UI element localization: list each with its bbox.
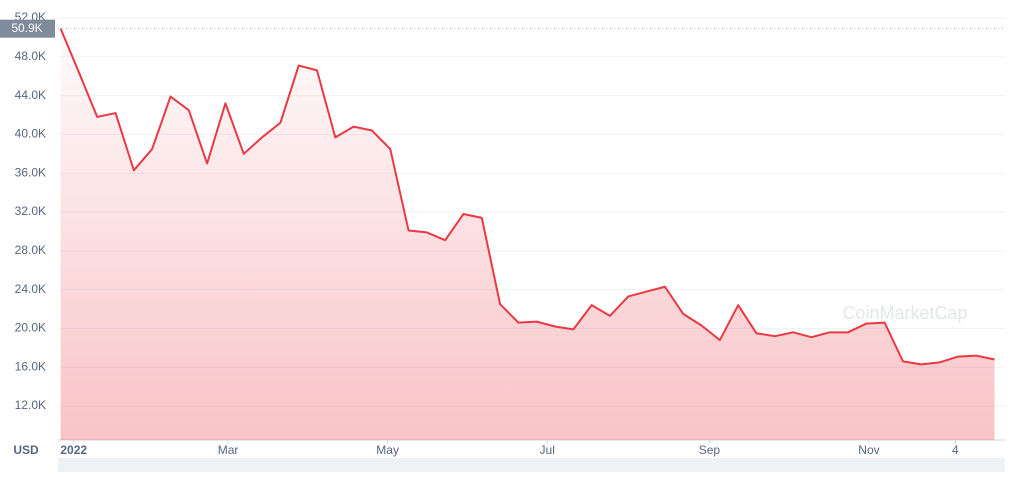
y-tick-label: 36.0K: [15, 165, 46, 179]
y-tick-label: 20.0K: [15, 321, 46, 335]
y-tick-label: 44.0K: [15, 88, 46, 102]
y-tick-label: 48.0K: [15, 49, 46, 63]
current-price-tag: [0, 19, 55, 38]
price-line: [59, 28, 995, 366]
watermark: CoinMarketCap: [842, 303, 967, 323]
y-tick-label: 16.0K: [15, 359, 46, 373]
x-tick-label: Mar: [218, 443, 239, 457]
navigator[interactable]: [58, 458, 1005, 472]
x-tick-label: Nov: [858, 443, 879, 457]
y-tick-label: 28.0K: [15, 243, 46, 257]
y-tick-label: 24.0K: [15, 282, 46, 296]
y-tick-label: 12.0K: [15, 398, 46, 412]
current-price-label: 50.9K: [11, 21, 42, 35]
x-tick-label: Jul: [540, 443, 555, 457]
y-tick-label: 40.0K: [15, 127, 46, 141]
x-tick-label: May: [376, 443, 399, 457]
x-tick-label: 4: [952, 443, 959, 457]
x-tick-label: Sep: [699, 443, 721, 457]
area: [60, 28, 995, 440]
y-tick-label: 32.0K: [15, 204, 46, 218]
y-unit-label: USD: [13, 443, 39, 457]
x-tick-label: 2022: [60, 443, 87, 457]
